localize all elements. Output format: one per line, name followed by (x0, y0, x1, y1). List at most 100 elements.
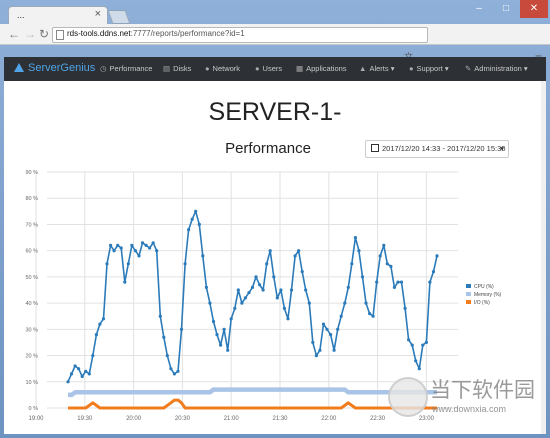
y-tick-label: 20 % (25, 354, 38, 360)
cpu-point (293, 254, 297, 258)
nav-users[interactable]: ● Users (255, 64, 282, 73)
cpu-point (137, 254, 141, 258)
watermark: 当下软件园 www.downxia.com (388, 374, 538, 424)
cpu-point (396, 280, 400, 284)
nav-label: Network (212, 64, 241, 73)
back-arrow-icon[interactable]: ← (8, 27, 20, 41)
cpu-point (77, 367, 81, 371)
logo-icon (14, 63, 24, 72)
cpu-point (339, 314, 343, 318)
date-range-picker[interactable]: 2017/12/20 14:33 - 2017/12/20 15:30 ▾ (365, 140, 509, 158)
cpu-point (407, 338, 411, 342)
cpu-point (126, 262, 130, 266)
cpu-point (375, 280, 379, 284)
y-tick-label: 90 % (25, 170, 38, 176)
y-tick-label: 0 % (29, 406, 39, 412)
x-tick-label: 23:00 (419, 416, 435, 422)
reload-icon[interactable]: ↻ (39, 27, 50, 41)
brand[interactable]: ServerGenius (14, 62, 95, 74)
nav-network[interactable]: ● Network (205, 64, 240, 73)
cpu-point (172, 372, 176, 376)
cpu-point (66, 380, 70, 384)
forward-arrow-icon[interactable]: → (24, 27, 36, 41)
y-tick-label: 80 % (25, 196, 38, 202)
cpu-point (247, 291, 251, 295)
cpu-point (392, 285, 396, 289)
cpu-point (304, 288, 308, 292)
nav-support[interactable]: ● Support ▾ (409, 64, 449, 73)
cpu-point (382, 243, 386, 247)
brand-name: ServerGenius (28, 62, 96, 74)
cpu-point (133, 249, 137, 253)
x-tick-label: 21:00 (224, 416, 240, 422)
cpu-point (204, 285, 208, 289)
cpu-point (343, 301, 347, 305)
cpu-point (378, 254, 382, 258)
cpu-point (360, 275, 365, 279)
close-window-button[interactable]: ✕ (520, 0, 548, 18)
x-tick-label: 20:30 (175, 416, 191, 422)
cpu-point (69, 372, 74, 376)
cpu-point (222, 327, 226, 331)
legend-label: CPU (%) (474, 284, 494, 290)
cpu-point (279, 288, 283, 292)
date-range-label: 2017/12/20 14:33 - 2017/12/20 15:30 (382, 144, 506, 153)
minimize-button[interactable]: – (476, 3, 482, 14)
cpu-point (87, 372, 91, 376)
nav-performance[interactable]: ◷ Performance (100, 64, 152, 73)
browser-tab[interactable]: ... × (8, 6, 108, 25)
cpu-point (236, 288, 240, 292)
bell-icon: ▲ (359, 64, 367, 73)
y-tick-label: 50 % (25, 275, 38, 281)
nav-applications[interactable]: ▦ Applications (296, 64, 347, 73)
cpu-point (219, 343, 223, 347)
cpu-point (190, 217, 194, 221)
cpu-point (148, 246, 152, 250)
nav-disks[interactable]: ▤ Disks (163, 64, 191, 73)
cpu-point (176, 369, 180, 373)
nav-administration[interactable]: ✎ Administration ▾ (465, 64, 528, 73)
cpu-point (250, 285, 255, 289)
cpu-point (80, 374, 84, 379)
cpu-point (300, 270, 304, 274)
cpu-point (403, 306, 407, 310)
cpu-point (410, 343, 414, 347)
cpu-point (258, 283, 262, 287)
cpu-point (183, 262, 187, 266)
cpu-point (431, 270, 436, 274)
cpu-point (428, 280, 432, 284)
nav-alerts[interactable]: ▲ Alerts ▾ (359, 64, 394, 73)
page-scrollbar[interactable] (541, 81, 546, 434)
close-tab-icon[interactable]: × (94, 8, 101, 20)
cpu-point (101, 317, 106, 321)
url-path: :7777/reports/performance?id=1 (130, 29, 245, 38)
cpu-point (226, 348, 230, 352)
cpu-point (421, 343, 425, 347)
page-title: SERVER-1- (208, 98, 342, 126)
cpu-point (399, 280, 404, 284)
cpu-point (368, 312, 372, 316)
nav-label: Users (262, 64, 283, 73)
cpu-point (116, 243, 120, 247)
cpu-point (268, 249, 272, 253)
calendar-icon (371, 144, 379, 152)
legend-label: I/O (%) (474, 300, 490, 306)
cpu-point (169, 367, 173, 371)
address-bar[interactable]: rds-tools.ddns.net:7777/reports/performa… (52, 27, 428, 43)
cpu-point (336, 327, 340, 331)
cpu-point (243, 296, 247, 300)
cpu-point (112, 249, 116, 253)
cpu-point (165, 354, 169, 358)
cpu-point (311, 340, 315, 344)
cpu-point (414, 359, 418, 363)
cpu-point (109, 243, 113, 247)
cpu-point (346, 285, 350, 289)
cpu-point (240, 301, 244, 305)
tab-strip: ... × – □ ✕ (0, 0, 550, 25)
maximize-button[interactable]: □ (502, 3, 510, 14)
cpu-point (123, 280, 127, 284)
cpu-point (194, 209, 198, 213)
x-tick-label: 19:00 (28, 416, 44, 422)
y-tick-label: 10 % (25, 380, 38, 386)
